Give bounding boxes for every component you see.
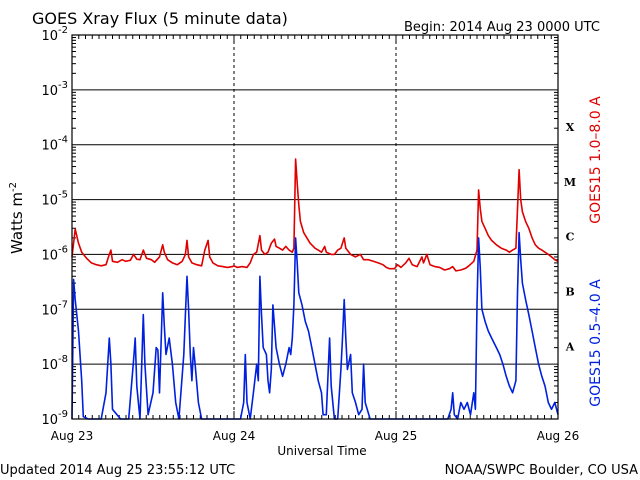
flare-class-label: M xyxy=(564,176,576,189)
y-tick-label-base: 10 xyxy=(41,29,58,44)
y-tick-label-exponent: -5 xyxy=(58,190,68,201)
y-tick-label-base: 10 xyxy=(41,358,58,373)
flare-class-label: A xyxy=(565,340,575,353)
credit-label: NOAA/SWPC Boulder, CO USA xyxy=(445,463,638,478)
y-tick-label-base: 10 xyxy=(41,303,58,318)
series-line-long-wave xyxy=(71,158,559,272)
flare-class-label: X xyxy=(566,121,575,134)
y-tick-label: 10-3 xyxy=(41,80,68,99)
x-tick-label: Aug 25 xyxy=(375,429,418,443)
y-tick-label: 10-2 xyxy=(41,25,68,44)
y-tick-label-exponent: -8 xyxy=(58,354,68,365)
y-tick-label: 10-4 xyxy=(41,135,68,154)
legend-entry: GOES15 0.5–4.0 A xyxy=(588,279,604,407)
y-tick-label-base: 10 xyxy=(41,413,58,428)
y-tick-label-base: 10 xyxy=(41,248,58,263)
y-axis-label-exponent: -2 xyxy=(8,182,19,192)
y-tick-label-base: 10 xyxy=(41,84,58,99)
chart-title: GOES Xray Flux (5 minute data) xyxy=(32,9,288,28)
series-line-short-wave xyxy=(71,231,559,420)
y-axis-label-base: Watts m xyxy=(8,192,26,254)
updated-label: Updated 2014 Aug 25 23:55:12 UTC xyxy=(0,463,235,478)
y-tick-label-exponent: -4 xyxy=(58,135,68,146)
flare-class-label: B xyxy=(565,286,574,299)
plot-frame xyxy=(71,34,559,420)
y-tick-label-exponent: -3 xyxy=(58,80,68,91)
y-tick-label: 10-7 xyxy=(41,299,68,318)
y-tick-label-exponent: -9 xyxy=(58,409,68,420)
x-tick-label: Aug 24 xyxy=(213,429,256,443)
y-tick-label: 10-5 xyxy=(41,190,68,209)
y-tick-label-base: 10 xyxy=(41,194,58,209)
y-tick-label-exponent: -2 xyxy=(58,25,68,36)
begin-label: Begin: 2014 Aug 23 0000 UTC xyxy=(404,20,600,35)
legend-entry: GOES15 1.0–8.0 A xyxy=(588,96,604,224)
x-axis-label: Universal Time xyxy=(277,444,366,458)
y-tick-label: 10-9 xyxy=(41,409,68,428)
y-tick-label-base: 10 xyxy=(41,139,58,154)
y-tick-label: 10-6 xyxy=(41,244,68,263)
x-tick-label: Aug 23 xyxy=(51,429,94,443)
y-tick-label-exponent: -7 xyxy=(58,299,68,310)
y-tick-label-exponent: -6 xyxy=(58,244,68,255)
x-tick-label: Aug 26 xyxy=(537,429,580,443)
flare-class-label: C xyxy=(566,231,575,244)
y-axis-label: Watts m-2 xyxy=(8,182,26,254)
y-tick-label: 10-8 xyxy=(41,354,68,373)
